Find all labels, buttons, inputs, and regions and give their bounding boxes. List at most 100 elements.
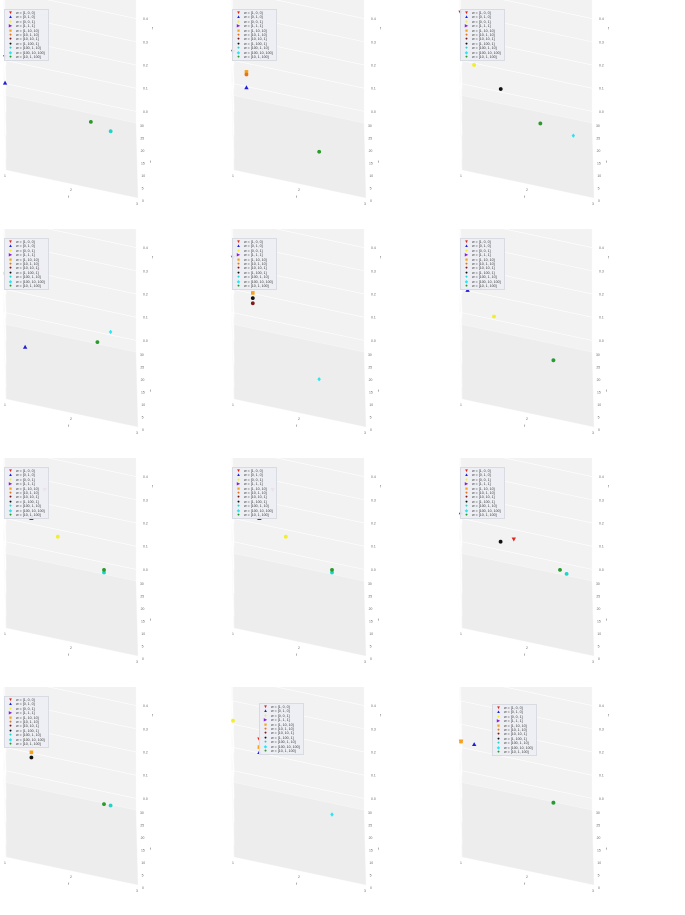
legend-marker-icon: ▼ (236, 10, 241, 15)
z-tick-label: 0.3 (599, 40, 604, 44)
x-tick-label: 1 (460, 403, 462, 407)
legend-item: ▶ w = [1, 1, 1] (463, 23, 501, 28)
z-tick-label: 0.3 (143, 40, 148, 44)
legend-marker-icon: ● (237, 32, 240, 38)
legend-marker-icon: ■ (237, 256, 240, 262)
data-point (88, 119, 93, 124)
legend-marker-icon: ● (237, 283, 240, 289)
legend-label: w = [1, 100, 1] (472, 270, 495, 275)
legend-item: ● w = [10, 1, 100] (7, 54, 45, 59)
chart-panel-week-12: Week 120.00.10.20.30.4f051015202530f123f… (456, 687, 684, 915)
legend-item: ● w = [1, 100, 1] (463, 41, 501, 46)
legend-marker-icon: ▼ (8, 239, 13, 244)
legend-marker-icon: ■ (264, 721, 267, 727)
legend-marker-icon: ● (9, 476, 12, 482)
y-tick-label: 15 (597, 391, 601, 395)
data-point (330, 812, 334, 817)
legend-label: w = [10, 10, 1] (16, 266, 39, 271)
z-tick-label: 0.1 (599, 316, 604, 320)
legend-item: ▲ w = [0, 1, 0] (7, 14, 45, 20)
z-tick-label: 0.3 (371, 40, 376, 44)
legend-item: ● w = [0, 0, 1] (235, 19, 273, 24)
x-tick-label: 2 (526, 875, 528, 879)
y-tick-label: 15 (141, 391, 145, 395)
legend-label: w = [1, 0, 0] (472, 240, 491, 244)
legend-marker-icon: ● (465, 261, 468, 267)
y-tick-label: 15 (369, 391, 373, 395)
x-tick-label: 1 (232, 861, 234, 865)
x-tick-label: 2 (526, 646, 528, 650)
legend-label: w = [10, 1, 10] (504, 728, 527, 733)
x-tick-label: 2 (298, 646, 300, 650)
legend-label: w = [1, 0, 0] (244, 469, 263, 473)
legend-item: ● w = [10, 1, 10] (463, 261, 501, 267)
y-tick-label: 10 (141, 403, 145, 407)
y-tick-label: 25 (368, 595, 372, 599)
z-tick-label: 0.3 (599, 498, 604, 502)
legend-item: ● w = [10, 10, 1] (7, 36, 45, 41)
legend-label: w = [10, 1, 100] (244, 513, 269, 518)
legend-label: w = [0, 1, 0] (16, 15, 35, 20)
z-axis-label: f (380, 713, 382, 717)
data-point (244, 70, 249, 74)
x-axis-label: f (296, 195, 298, 199)
y-tick-label: 20 (369, 607, 373, 611)
legend-item: ● w = [1, 100, 1] (262, 735, 300, 740)
legend-marker-icon: ◆ (8, 278, 13, 284)
z-tick-label: 0.1 (371, 87, 376, 91)
chart-panel-week-6: Week 60.00.10.20.30.4f051015202530f123f▼… (456, 229, 684, 457)
legend-item: ● w = [100, 1, 10] (235, 45, 273, 50)
legend-label: w = [10, 1, 10] (16, 720, 39, 725)
chart-panel-week-3: Week 30.00.10.20.30.4f051015202530f123f▼… (456, 0, 684, 228)
legend-item: ◆ w = [100, 10, 100] (262, 744, 300, 749)
legend-marker-icon: ● (9, 741, 12, 747)
x-tick-label: 3 (364, 202, 366, 206)
y-tick-label: 25 (596, 137, 600, 141)
y-tick-label: 5 (142, 645, 144, 649)
legend-marker-icon: ● (264, 748, 267, 754)
legend-item: ▲ w = [0, 1, 0] (463, 472, 501, 477)
z-tick-label: 0.0 (371, 110, 376, 114)
x-tick-label: 3 (136, 889, 138, 893)
data-point (108, 129, 113, 134)
legend-label: w = [1, 100, 1] (244, 499, 267, 504)
y-tick-label: 15 (141, 849, 145, 853)
y-tick-label: 20 (597, 836, 601, 840)
z-tick-label: 0.1 (599, 774, 604, 778)
legend-label: w = [100, 1, 10] (504, 741, 529, 746)
legend-label: w = [10, 1, 10] (16, 262, 39, 267)
gridline (231, 541, 365, 617)
x-tick-label: 2 (70, 188, 72, 192)
legend-marker-icon: ● (465, 269, 468, 275)
legend-label: w = [10, 1, 10] (244, 33, 267, 38)
legend-marker-icon: ● (465, 490, 468, 496)
legend-label: w = [1, 10, 10] (244, 257, 267, 262)
legend-item: ● w = [10, 1, 10] (7, 490, 45, 495)
legend-marker-icon: ◆ (464, 507, 469, 513)
y-tick-label: 30 (140, 353, 144, 357)
legend-marker-icon: ● (465, 265, 468, 271)
z-tick-label: 0.3 (599, 727, 604, 731)
legend-item: ▲ w = [0, 1, 0] (235, 14, 273, 19)
legend-label: w = [10, 1, 100] (472, 55, 497, 60)
z-tick-label: 0.4 (599, 17, 604, 21)
legend-label: w = [10, 10, 1] (271, 731, 294, 736)
legend-item: ▲ w = [0, 1, 0] (495, 709, 533, 714)
legend-label: w = [100, 10, 100] (16, 279, 45, 284)
y-tick-label: 25 (596, 595, 600, 599)
x-axis-label: f (68, 882, 70, 886)
legend-marker-icon: ◆ (236, 507, 241, 513)
legend-marker-icon: ◆ (464, 49, 469, 55)
legend-label: w = [0, 0, 1] (472, 477, 491, 482)
legend-item: ● w = [10, 10, 1] (7, 494, 45, 499)
gridline (3, 770, 137, 846)
legend-marker-icon: ● (264, 739, 267, 745)
legend-label: w = [1, 0, 0] (271, 705, 290, 709)
legend-item: ▼ w = [1, 0, 0] (235, 239, 273, 244)
z-tick-label: 0.3 (143, 269, 148, 273)
gridline (459, 723, 593, 799)
data-point (250, 296, 255, 300)
y-tick-label: 0 (142, 886, 144, 890)
legend-item: ● w = [10, 1, 10] (495, 727, 533, 733)
legend-item: ● w = [10, 1, 10] (463, 490, 501, 496)
